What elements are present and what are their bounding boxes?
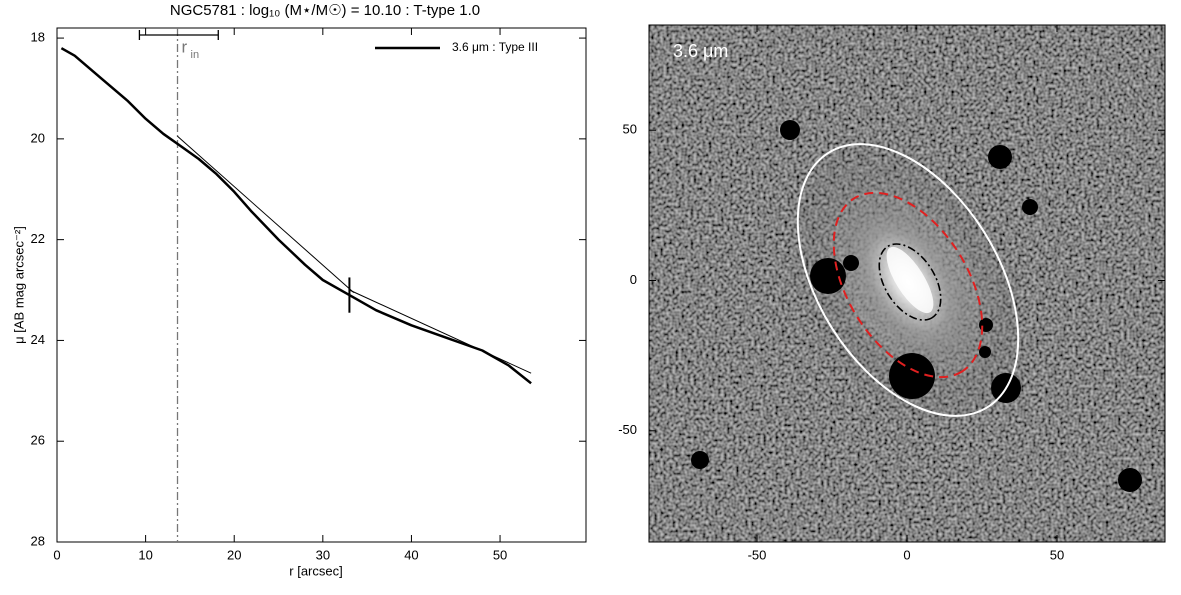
profile-line [177,135,355,293]
mask [780,120,800,140]
mask [810,258,846,294]
y-tick-label: 24 [31,332,45,347]
mask [1022,199,1038,215]
chart-title: NGC5781 : log₁₀ (M⋆/M☉) = 10.10 : T-type… [170,2,480,19]
inner-ellipse [878,243,942,321]
legend-label: 3.6 μm : Type III [452,40,538,54]
mask [979,346,991,358]
r-in-subscript: in [191,49,200,61]
y-tick-label: 50 [623,122,637,137]
y-tick-label: 20 [31,130,45,145]
x-tick-label: 0 [903,547,910,562]
plot-frame [56,27,587,543]
x-tick-label: 10 [138,547,152,562]
r-in-label: r [182,37,188,56]
profile-line [60,47,532,385]
mask [843,255,859,271]
mask [889,353,935,399]
x-tick-label: 0 [53,547,60,562]
galaxy-image [649,25,1165,542]
mask [691,451,709,469]
x-tick-label: 30 [316,547,330,562]
x-tick-label: 40 [404,547,418,562]
y-axis-label: μ [AB mag arcsec⁻²] [11,226,26,344]
outer-ellipse [796,143,1020,417]
y-tick-label: 28 [31,533,45,548]
x-tick-label: -50 [748,547,767,562]
galaxy-core [886,246,934,314]
y-tick-label: 18 [31,30,45,45]
y-tick-label: 22 [31,231,45,246]
break-ellipse [832,191,984,379]
y-tick-label: 0 [630,272,637,287]
mask [988,145,1012,169]
x-tick-label: 20 [227,547,241,562]
plot-frame [648,24,1166,543]
x-tick-label: 50 [493,547,507,562]
x-tick-label: 50 [1050,547,1064,562]
mask [1118,468,1142,492]
profile-line [349,289,532,374]
y-tick-label: -50 [618,422,637,437]
x-axis-label: r [arcsec] [289,563,342,578]
image-label: 3.6 μm [673,41,728,61]
y-tick-label: 26 [31,433,45,448]
